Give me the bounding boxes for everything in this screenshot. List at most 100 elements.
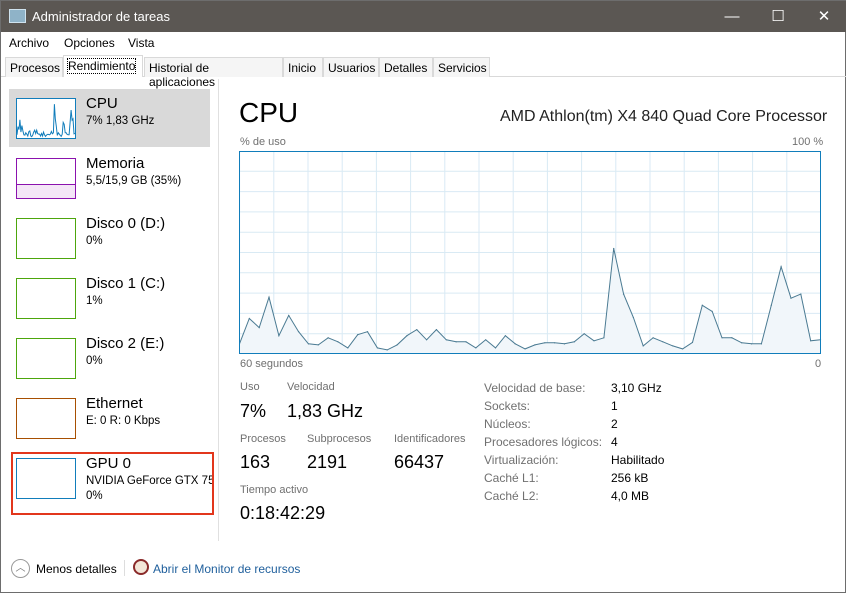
- data-point: [544, 342, 546, 344]
- footer-divider: [124, 560, 125, 576]
- velocidad-label: Velocidad: [287, 381, 335, 393]
- tab-procesos[interactable]: Procesos: [5, 57, 63, 77]
- detail-label: Velocidad de base:: [484, 381, 586, 395]
- uso-value: 7%: [240, 401, 267, 421]
- procesos-value: 163: [240, 452, 271, 472]
- menu-archivo[interactable]: Archivo: [9, 36, 50, 50]
- sidebar-item-name: Disco 0 (D:): [86, 215, 166, 232]
- tab-bar: Procesos Rendimiento Historial de aplica…: [1, 55, 846, 89]
- sidebar-thumbnail-graph: [16, 218, 76, 259]
- data-point: [426, 339, 428, 341]
- data-point: [327, 337, 329, 339]
- sidebar-item-detail: 0%: [86, 355, 103, 367]
- tab-detalles[interactable]: Detalles: [379, 57, 433, 77]
- sidebar-thumbnail-graph: [16, 338, 76, 379]
- tab-servicios[interactable]: Servicios: [433, 57, 490, 77]
- sidebar-divider: [218, 79, 219, 541]
- sidebar-item-memoria[interactable]: Memoria 5,5/15,9 GB (35%): [9, 149, 210, 207]
- menu-opciones[interactable]: Opciones: [64, 36, 115, 50]
- sidebar-thumbnail-graph: [16, 158, 76, 199]
- data-point: [701, 304, 703, 306]
- sidebar-item-name: Memoria: [86, 155, 145, 172]
- maximize-button[interactable]: ☐: [771, 8, 785, 25]
- data-point: [800, 293, 802, 295]
- sidebar-item-gpu-0[interactable]: GPU 0 NVIDIA GeForce GTX 75 0%: [9, 449, 214, 507]
- sidebar-thumbnail-graph: [16, 278, 76, 319]
- data-point: [416, 329, 418, 331]
- data-point: [504, 335, 506, 337]
- data-point: [731, 337, 733, 339]
- data-point: [534, 344, 536, 346]
- data-point: [288, 314, 290, 317]
- data-point: [790, 297, 792, 299]
- data-point: [475, 347, 477, 349]
- sidebar-item-detail: 1%: [86, 295, 103, 307]
- tab-label: Procesos: [10, 61, 61, 75]
- sidebar-item-detail: E: 0 R: 0 Kbps: [86, 415, 161, 427]
- tab-inicio[interactable]: Inicio: [283, 57, 323, 77]
- data-point: [691, 341, 694, 344]
- subprocesos-label: Subprocesos: [307, 433, 372, 445]
- sidebar-item-disco-2-e[interactable]: Disco 2 (E:) 0%: [9, 329, 210, 387]
- data-point: [465, 341, 467, 343]
- uso-label: Uso: [240, 381, 260, 393]
- data-point: [485, 339, 487, 341]
- data-point: [632, 316, 634, 319]
- data-point: [583, 333, 585, 335]
- window-title: Administrador de tareas: [32, 9, 171, 24]
- resource-monitor-icon[interactable]: [133, 559, 149, 575]
- resource-monitor-link[interactable]: Abrir el Monitor de recursos: [153, 562, 301, 576]
- sidebar-item-disco-0-d[interactable]: Disco 0 (D:) 0%: [9, 209, 210, 267]
- close-button[interactable]: ✕: [817, 8, 831, 25]
- sidebar-item-name: GPU 0: [86, 455, 132, 472]
- detail-label: Caché L2:: [484, 489, 539, 503]
- tab-usuarios[interactable]: Usuarios: [323, 57, 379, 77]
- data-point: [721, 337, 723, 339]
- tab-rendimiento[interactable]: Rendimiento: [63, 55, 143, 77]
- sidebar-item-name: CPU: [86, 95, 118, 112]
- data-point: [780, 266, 782, 268]
- data-point: [711, 310, 713, 312]
- sidebar-thumbnail-graph: [16, 398, 76, 439]
- x-left-label: 60 segundos: [240, 358, 303, 370]
- sidebar-item-disco-1-c[interactable]: Disco 1 (C:) 1%: [9, 269, 210, 327]
- sidebar-item-detail: NVIDIA GeForce GTX 75: [86, 475, 215, 487]
- data-point: [682, 348, 684, 350]
- tab-historial[interactable]: Historial de aplicaciones: [144, 57, 283, 89]
- task-manager-icon: [9, 9, 26, 23]
- sidebar-thumbnail-graph: [16, 458, 76, 499]
- menu-vista[interactable]: Vista: [128, 36, 155, 50]
- detail-value: 1: [611, 399, 618, 413]
- usage-line: [239, 248, 821, 351]
- chevron-up-icon[interactable]: ︿: [11, 559, 30, 578]
- data-point: [613, 247, 615, 250]
- data-point: [366, 331, 369, 333]
- minimize-button[interactable]: —: [724, 8, 740, 25]
- detail-label: Procesadores lógicos:: [484, 435, 603, 449]
- tiempo-value: 0:18:42:29: [240, 503, 326, 523]
- usage-area: [239, 248, 821, 354]
- sidebar-item-detail: 0%: [86, 235, 103, 247]
- data-point: [297, 331, 300, 333]
- data-point: [494, 347, 497, 349]
- identificadores-value: 66437: [394, 452, 445, 472]
- less-details-button[interactable]: Menos detalles: [36, 562, 117, 576]
- cpu-usage-chart: [239, 151, 822, 354]
- sidebar-item-detail: 7% 1,83 GHz: [86, 115, 155, 127]
- sidebar-item-cpu[interactable]: CPU 7% 1,83 GHz: [9, 89, 210, 147]
- data-point: [750, 343, 753, 345]
- tab-label: Detalles: [384, 61, 428, 75]
- data-point: [307, 343, 310, 345]
- data-point: [662, 341, 664, 343]
- data-point: [337, 341, 339, 343]
- data-point: [741, 342, 743, 344]
- processor-name: AMD Athlon(tm) X4 840 Quad Core Processo…: [500, 108, 828, 125]
- detail-value: 3,10 GHz: [611, 381, 662, 395]
- data-point: [248, 317, 250, 320]
- procesos-label: Procesos: [240, 433, 286, 445]
- detail-value: 2: [611, 417, 618, 431]
- data-point: [435, 329, 438, 331]
- data-point: [593, 340, 595, 342]
- data-point: [563, 343, 566, 345]
- sidebar-item-ethernet[interactable]: Ethernet E: 0 R: 0 Kbps: [9, 389, 210, 447]
